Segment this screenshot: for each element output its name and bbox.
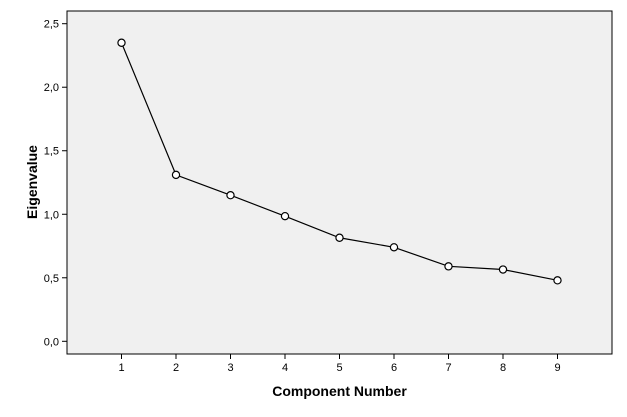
y-axis-ticks: 0,0 0,5 1,0 1,5 2,0 2,5: [44, 19, 67, 348]
data-point: [389, 243, 399, 252]
x-tick-label: 1: [118, 362, 124, 374]
plot-area: [66, 10, 613, 355]
x-tick-label: 8: [500, 362, 506, 374]
data-point: [498, 265, 508, 274]
y-tick-label: 2,5: [44, 19, 59, 31]
x-axis-title: Component Number: [272, 383, 407, 399]
y-tick-label: 0,0: [44, 336, 59, 348]
x-tick-label: 5: [336, 362, 342, 374]
data-point: [280, 211, 290, 221]
data-point: [444, 262, 453, 271]
x-tick-label: 7: [445, 362, 451, 374]
y-tick-label: 1,0: [44, 209, 59, 221]
data-point: [335, 233, 344, 242]
y-tick-label: 2,0: [44, 82, 59, 94]
x-tick-label: 9: [554, 362, 560, 374]
data-point: [171, 170, 181, 180]
data-point: [226, 191, 235, 200]
x-axis-ticks: 1 2 3 4 5 6 7 8 9: [118, 354, 561, 374]
x-tick-label: 6: [391, 362, 397, 374]
y-tick-label: 0,5: [44, 273, 59, 285]
x-tick-label: 2: [173, 362, 179, 374]
data-point: [117, 38, 126, 47]
y-axis-title: Eigenvalue: [24, 145, 40, 219]
x-tick-label: 3: [227, 362, 233, 374]
y-tick-label: 1,5: [44, 146, 59, 158]
data-point: [553, 276, 562, 285]
x-tick-label: 4: [282, 362, 288, 374]
series-group: [117, 38, 562, 285]
